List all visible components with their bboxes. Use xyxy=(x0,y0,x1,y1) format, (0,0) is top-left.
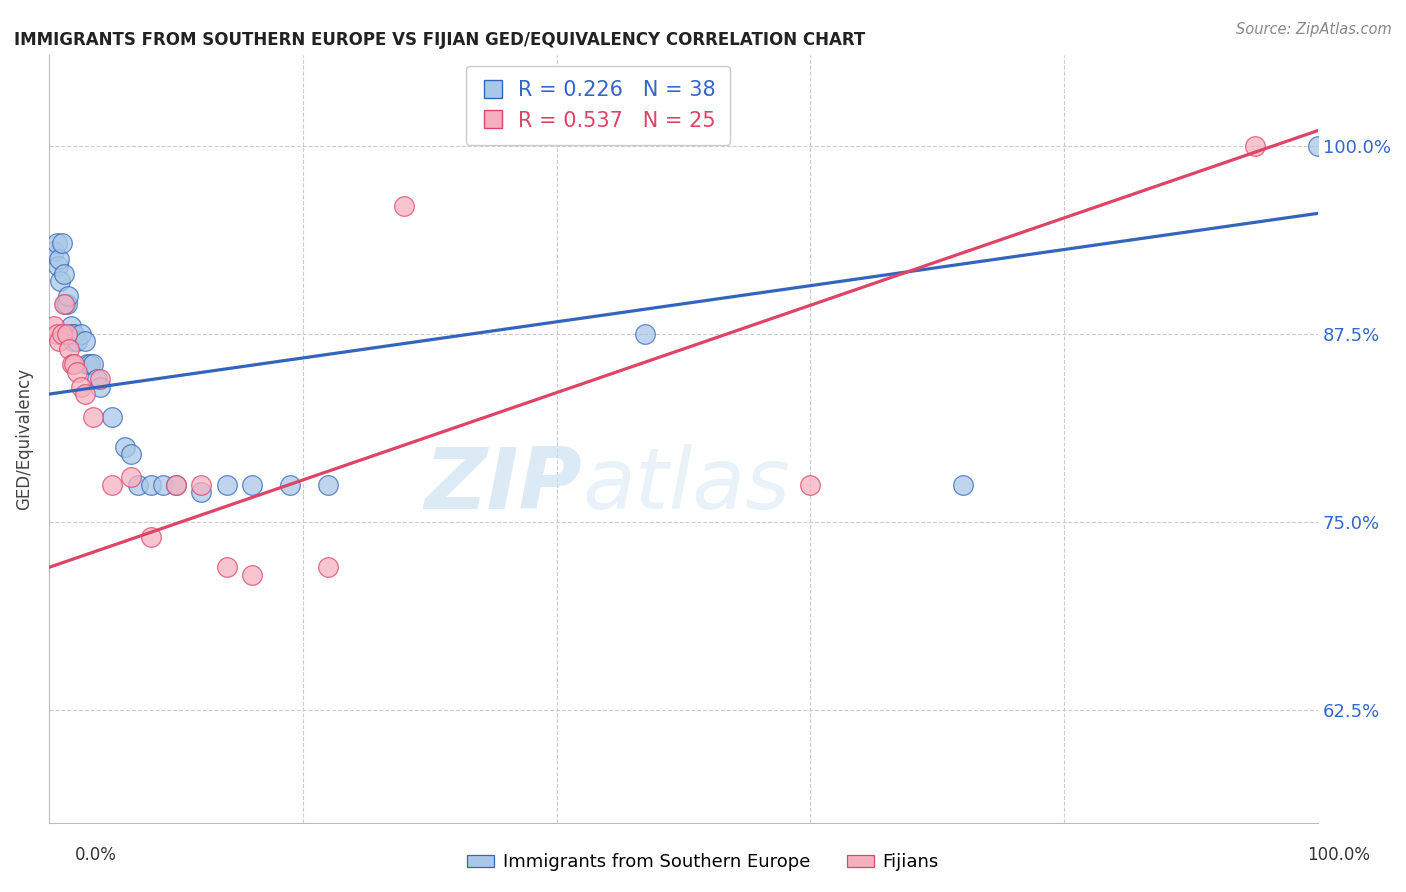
Point xyxy=(101,409,124,424)
Point xyxy=(62,334,84,349)
Text: atlas: atlas xyxy=(582,444,790,527)
Point xyxy=(799,477,821,491)
Text: IMMIGRANTS FROM SOUTHERN EUROPE VS FIJIAN GED/EQUIVALENCY CORRELATION CHART: IMMIGRANTS FROM SOUTHERN EUROPE VS FIJIA… xyxy=(14,31,865,49)
Point xyxy=(79,357,101,371)
Point xyxy=(66,364,89,378)
Point xyxy=(190,485,212,500)
Point xyxy=(394,199,416,213)
Point xyxy=(46,259,69,273)
Point xyxy=(1308,138,1330,153)
Point xyxy=(89,372,111,386)
Point xyxy=(114,440,136,454)
Legend: R = 0.226   N = 38, R = 0.537   N = 25: R = 0.226 N = 38, R = 0.537 N = 25 xyxy=(465,65,730,145)
Point xyxy=(42,244,65,258)
Legend: Immigrants from Southern Europe, Fijians: Immigrants from Southern Europe, Fijians xyxy=(460,847,946,879)
Point xyxy=(127,477,149,491)
Point xyxy=(58,326,80,341)
Point xyxy=(82,409,104,424)
Point xyxy=(73,334,96,349)
Point xyxy=(66,334,89,349)
Point xyxy=(48,252,70,266)
Point xyxy=(240,568,263,582)
Point xyxy=(45,236,67,251)
Point xyxy=(42,319,65,334)
Point xyxy=(76,357,98,371)
Point xyxy=(55,326,77,341)
Point xyxy=(55,296,77,310)
Point xyxy=(152,477,174,491)
Point xyxy=(952,477,974,491)
Point xyxy=(82,357,104,371)
Point xyxy=(45,326,67,341)
Point xyxy=(89,379,111,393)
Point xyxy=(48,334,70,349)
Point xyxy=(101,477,124,491)
Point xyxy=(73,387,96,401)
Point xyxy=(190,477,212,491)
Text: ZIP: ZIP xyxy=(425,444,582,527)
Point xyxy=(63,357,86,371)
Text: 0.0%: 0.0% xyxy=(75,846,117,863)
Point xyxy=(53,296,76,310)
Point xyxy=(56,289,79,303)
Point xyxy=(215,477,238,491)
Point xyxy=(121,447,143,461)
Point xyxy=(51,236,73,251)
Point xyxy=(58,342,80,356)
Point xyxy=(86,372,108,386)
Text: 100.0%: 100.0% xyxy=(1308,846,1369,863)
Point xyxy=(55,296,77,310)
Point xyxy=(165,477,187,491)
Point xyxy=(63,326,86,341)
Point xyxy=(215,560,238,574)
Y-axis label: GED/Equivalency: GED/Equivalency xyxy=(15,368,32,510)
Text: Source: ZipAtlas.com: Source: ZipAtlas.com xyxy=(1236,22,1392,37)
Point xyxy=(69,379,91,393)
Point xyxy=(278,477,301,491)
Point xyxy=(165,477,187,491)
Point xyxy=(60,326,83,341)
Point xyxy=(69,326,91,341)
Point xyxy=(634,326,657,341)
Point xyxy=(240,477,263,491)
Point xyxy=(139,477,162,491)
Point xyxy=(51,326,73,341)
Point xyxy=(121,470,143,484)
Point xyxy=(53,267,76,281)
Point xyxy=(139,530,162,544)
Point xyxy=(1243,138,1265,153)
Point xyxy=(60,357,83,371)
Point xyxy=(316,477,339,491)
Point xyxy=(59,319,82,334)
Point xyxy=(49,274,72,288)
Point xyxy=(316,560,339,574)
